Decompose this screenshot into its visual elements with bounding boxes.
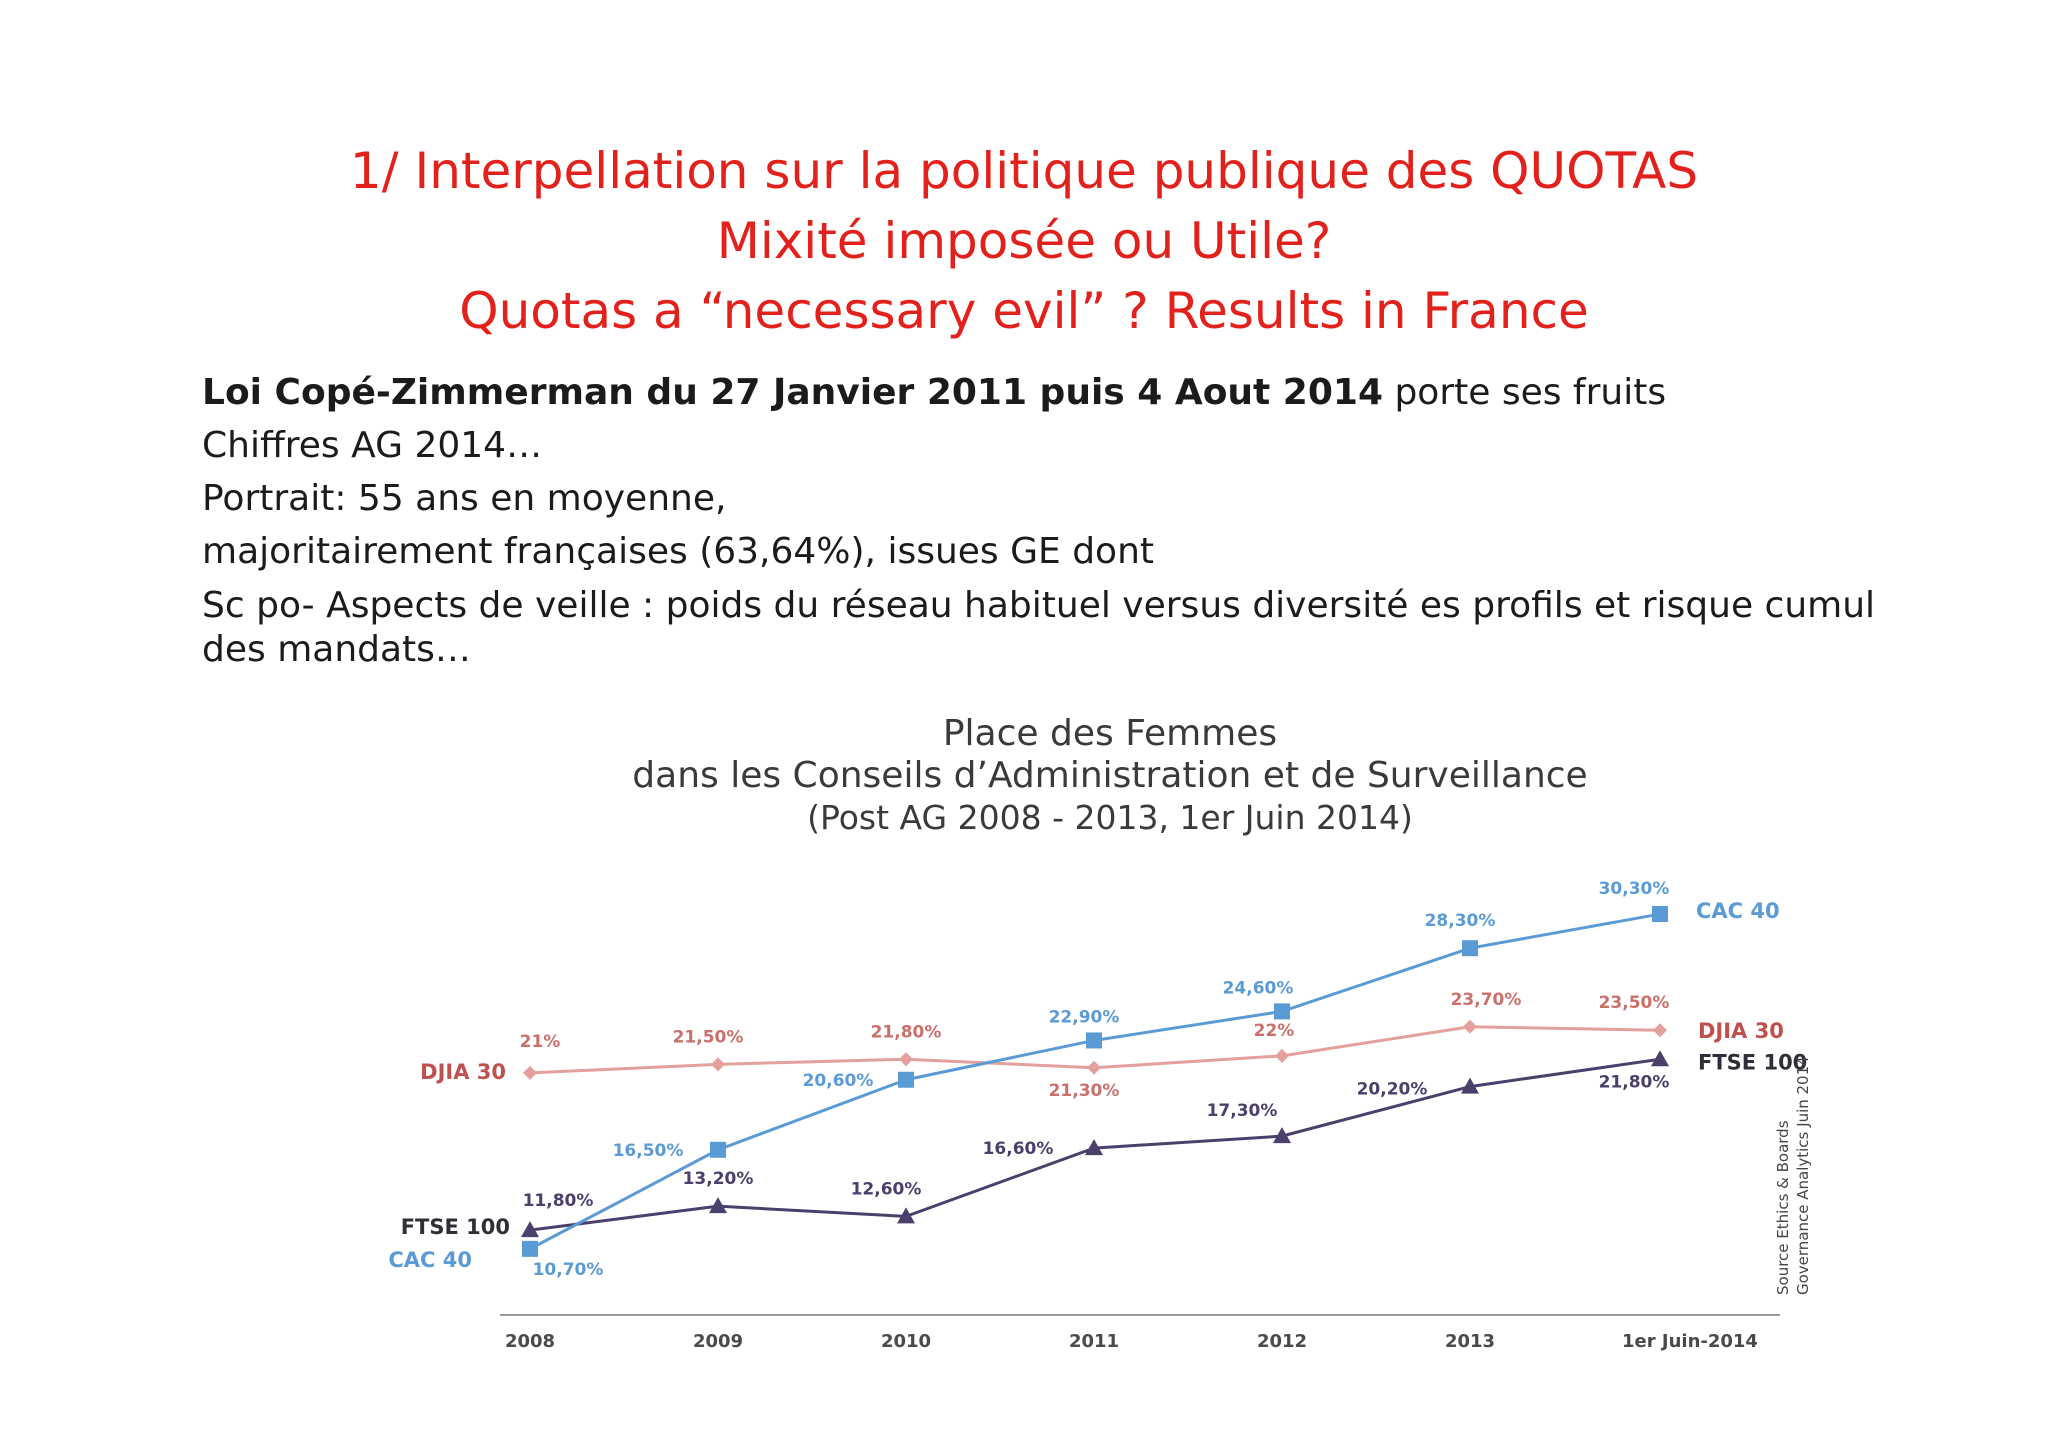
series-name-cac-40-end: CAC 40 <box>1696 899 1780 923</box>
data-label-ftse-100-4: 17,30% <box>1207 1101 1278 1121</box>
point-ftse-100-4 <box>1273 1127 1291 1144</box>
point-cac-40-5 <box>1462 940 1478 957</box>
data-label-djia-30-1: 21,50% <box>673 1027 744 1047</box>
data-label-cac-40-2: 20,60% <box>803 1071 874 1091</box>
data-label-cac-40-3: 22,90% <box>1049 1007 1120 1027</box>
slide-body: Loi Copé-Zimmerman du 27 Janvier 2011 pu… <box>202 366 1902 672</box>
source-line-1: Source Ethics & Boards <box>1774 1120 1792 1295</box>
data-label-ftse-100-3: 16,60% <box>983 1139 1054 1159</box>
body-line-3: Portrait: 55 ans en moyenne, <box>202 478 727 519</box>
data-label-cac-40-5: 28,30% <box>1425 911 1496 931</box>
data-label-djia-30-2: 21,80% <box>871 1022 942 1042</box>
point-djia-30-1 <box>711 1057 725 1072</box>
data-label-ftse-100-5: 20,20% <box>1357 1080 1428 1100</box>
x-tick-label-1: 2009 <box>693 1331 743 1352</box>
point-cac-40-3 <box>1086 1032 1102 1049</box>
point-cac-40-0 <box>522 1240 538 1257</box>
line-chart: Place des Femmes dans les Conseils d’Adm… <box>388 713 1812 1352</box>
source-note: Source Ethics & Boards Governance Analyt… <box>1774 1056 1812 1295</box>
data-label-ftse-100-6: 21,80% <box>1599 1072 1670 1092</box>
chart-title-line-3: (Post AG 2008 - 2013, 1er Juin 2014) <box>807 798 1413 837</box>
law-name: Loi Copé-Zimmerman du 27 Janvier 2011 pu… <box>202 372 1383 413</box>
data-label-djia-30-3: 21,30% <box>1049 1081 1120 1101</box>
series-djia-30: 21% 21,50% 21,80% 21,30% 22% 23,70% 23,50% DJIA… <box>420 990 1784 1101</box>
data-label-cac-40-1: 16,50% <box>613 1141 684 1161</box>
x-tick-label-6: 1er Juin-2014 <box>1622 1331 1758 1352</box>
x-tick-label-2: 2010 <box>881 1331 931 1352</box>
series-layer: 21% 21,50% 21,80% 21,30% 22% 23,70% 23,50% DJIA… <box>388 879 1807 1280</box>
point-djia-30-6 <box>1653 1023 1667 1038</box>
point-ftse-100-0 <box>521 1221 539 1238</box>
point-cac-40-6 <box>1652 906 1668 923</box>
series-ftse-100: 11,80% 13,20% 12,60% 16,60% 17,30% 20,20% 21,8… <box>401 1050 1807 1239</box>
chart-container: Place des Femmes dans les Conseils d’Adm… <box>320 695 1860 1385</box>
x-tick-label-4: 2012 <box>1257 1331 1307 1352</box>
point-djia-30-3 <box>1087 1060 1101 1075</box>
x-tick-label-0: 2008 <box>505 1331 555 1352</box>
point-djia-30-2 <box>899 1052 913 1067</box>
data-label-cac-40-0: 10,70% <box>533 1260 604 1280</box>
point-ftse-100-2 <box>897 1207 915 1224</box>
point-ftse-100-1 <box>709 1197 727 1214</box>
series-name-djia-30-end: DJIA 30 <box>1698 1019 1784 1043</box>
title-line-3: Quotas a “necessary evil” ? Results in F… <box>459 282 1589 340</box>
series-name-djia-30-start: DJIA 30 <box>420 1060 506 1084</box>
series-name-cac-40-start: CAC 40 <box>388 1248 472 1272</box>
x-tick-labels: 2008 2009 2010 2011 2012 2013 1er Juin-2014 <box>505 1331 1758 1352</box>
title-line-2: Mixité imposée ou Utile? <box>716 212 1332 270</box>
series-name-ftse-100-end: FTSE 100 <box>1698 1050 1807 1074</box>
body-line-4: majoritairement françaises (63,64%), iss… <box>202 531 1155 572</box>
x-tick-label-5: 2013 <box>1445 1331 1495 1352</box>
source-line-2: Governance Analytics Juin 2014 <box>1794 1056 1812 1295</box>
data-label-cac-40-4: 24,60% <box>1223 978 1294 998</box>
title-line-1: 1/ Interpellation sur la politique publi… <box>349 142 1699 200</box>
series-cac-40: 10,70% 16,50% 20,60% 22,90% 24,60% 28,30% 30,3… <box>388 879 1779 1280</box>
point-cac-40-2 <box>898 1071 914 1088</box>
point-ftse-100-5 <box>1461 1077 1479 1094</box>
data-label-cac-40-6: 30,30% <box>1599 879 1670 899</box>
x-tick-label-3: 2011 <box>1069 1331 1119 1352</box>
body-line-1: Loi Copé-Zimmerman du 27 Janvier 2011 pu… <box>202 366 1902 419</box>
point-djia-30-0 <box>523 1065 537 1080</box>
law-rest: porte ses fruits <box>1383 372 1667 413</box>
point-ftse-100-3 <box>1085 1139 1103 1156</box>
series-name-ftse-100-start: FTSE 100 <box>401 1215 510 1239</box>
chart-title-line-1: Place des Femmes <box>943 713 1277 754</box>
data-label-djia-30-5: 23,70% <box>1451 990 1522 1010</box>
data-label-ftse-100-1: 13,20% <box>683 1169 754 1189</box>
body-line-2: Chiffres AG 2014… <box>202 425 543 466</box>
data-label-djia-30-6: 23,50% <box>1599 993 1670 1013</box>
data-label-djia-30-4: 22% <box>1254 1021 1295 1041</box>
point-ftse-100-6 <box>1651 1050 1669 1067</box>
point-djia-30-5 <box>1463 1019 1477 1034</box>
data-label-djia-30-0: 21% <box>520 1032 561 1052</box>
data-label-ftse-100-0: 11,80% <box>523 1191 594 1211</box>
chart-title-line-2: dans les Conseils d’Administration et de… <box>632 755 1587 796</box>
point-djia-30-4 <box>1275 1048 1289 1063</box>
point-cac-40-4 <box>1274 1003 1290 1020</box>
point-cac-40-1 <box>710 1141 726 1158</box>
body-line-5: Sc po- Aspects de veille : poids du rése… <box>202 585 1876 670</box>
slide-title: 1/ Interpellation sur la politique publi… <box>0 136 2048 346</box>
data-label-ftse-100-2: 12,60% <box>851 1179 922 1199</box>
